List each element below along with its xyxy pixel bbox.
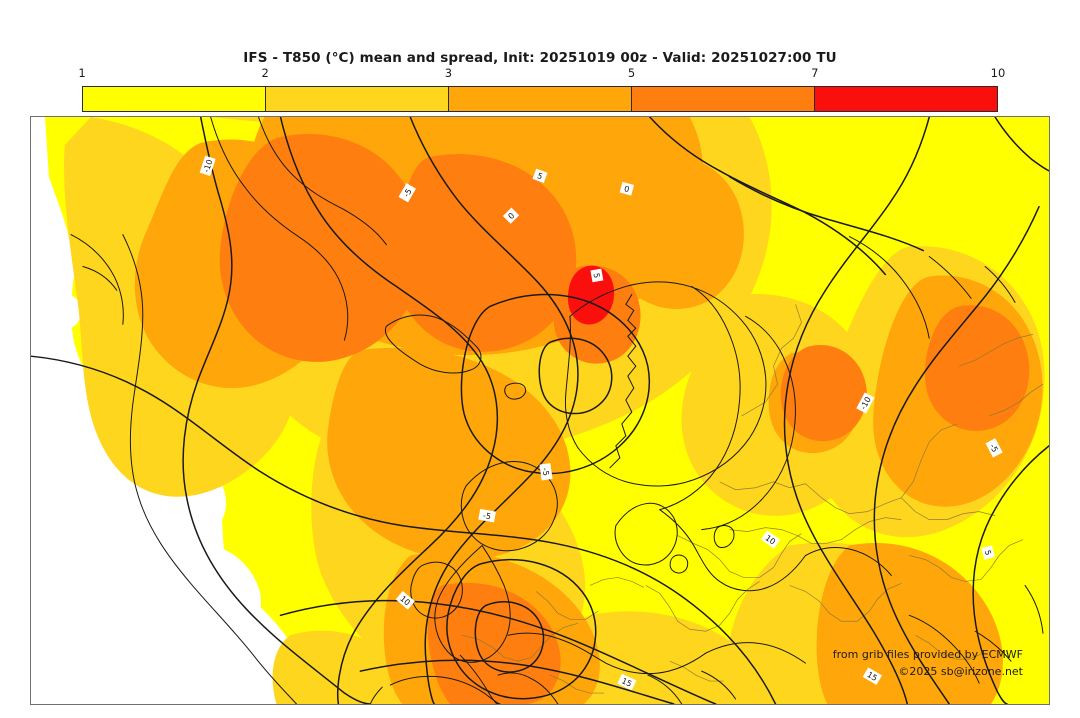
map-plot: -10 -5 0 5 5	[31, 117, 1049, 704]
colorbar-segment-5-7	[632, 87, 815, 111]
colorbar-segment-7-10	[815, 87, 997, 111]
colorbar-tick-1: 1	[78, 66, 86, 80]
contour-label: -10	[856, 392, 875, 414]
contour-label: -10	[199, 155, 216, 177]
svg-text:15: 15	[620, 676, 633, 688]
contour-label: 5	[532, 168, 548, 183]
colorbar-segment-1-2	[83, 87, 266, 111]
contour-label: 0	[502, 207, 520, 224]
colorbar-tick-2: 2	[261, 66, 269, 80]
svg-text:-5: -5	[540, 467, 550, 476]
coastlines	[70, 117, 1044, 704]
colorbar-tick-3: 3	[444, 66, 453, 80]
colorbar-tick-10: 10	[990, 66, 1006, 80]
contour-labels: -10 -5 0 5 5	[199, 155, 1003, 691]
colorbar-segment-2-3	[266, 87, 449, 111]
colorbar-tick-7: 7	[811, 66, 819, 80]
svg-text:5: 5	[536, 171, 544, 181]
svg-text:-5: -5	[988, 442, 1000, 453]
colorbar-scale	[82, 86, 998, 112]
contour-label: 5	[981, 545, 995, 560]
contour-label: -5	[478, 508, 496, 523]
svg-text:15: 15	[865, 670, 878, 683]
svg-text:-5: -5	[482, 511, 491, 521]
map-canvas[interactable]: -10 -5 0 5 5	[30, 116, 1050, 705]
contour-label: 5	[590, 268, 604, 283]
contour-label: 15	[617, 673, 637, 691]
colorbar-segment-3-5	[449, 87, 632, 111]
colorbar: 1 2 3 5 7 10	[78, 66, 1005, 112]
svg-text:0: 0	[623, 184, 630, 194]
svg-text:5: 5	[983, 549, 993, 556]
svg-text:0: 0	[506, 211, 516, 221]
spread-band-5-7	[219, 134, 1030, 704]
contour-label: -5	[539, 463, 553, 481]
contour-label: 0	[619, 181, 635, 196]
svg-text:-10: -10	[202, 158, 215, 173]
svg-text:-5: -5	[402, 187, 414, 198]
contour-label: -5	[398, 183, 417, 203]
contour-label: 15	[862, 667, 883, 685]
mean-contours	[31, 117, 1049, 704]
contour-label: 10	[395, 591, 415, 610]
colorbar-tick-5: 5	[627, 66, 636, 80]
country-borders	[462, 304, 1044, 694]
colorbar-ticks: 1 2 3 5 7 10	[78, 66, 1005, 84]
page-title: IFS - T850 (°C) mean and spread, Init: 2…	[243, 50, 837, 66]
contour-label: 10	[760, 530, 781, 549]
contour-label: -5	[985, 438, 1003, 458]
svg-text:5: 5	[592, 272, 602, 279]
